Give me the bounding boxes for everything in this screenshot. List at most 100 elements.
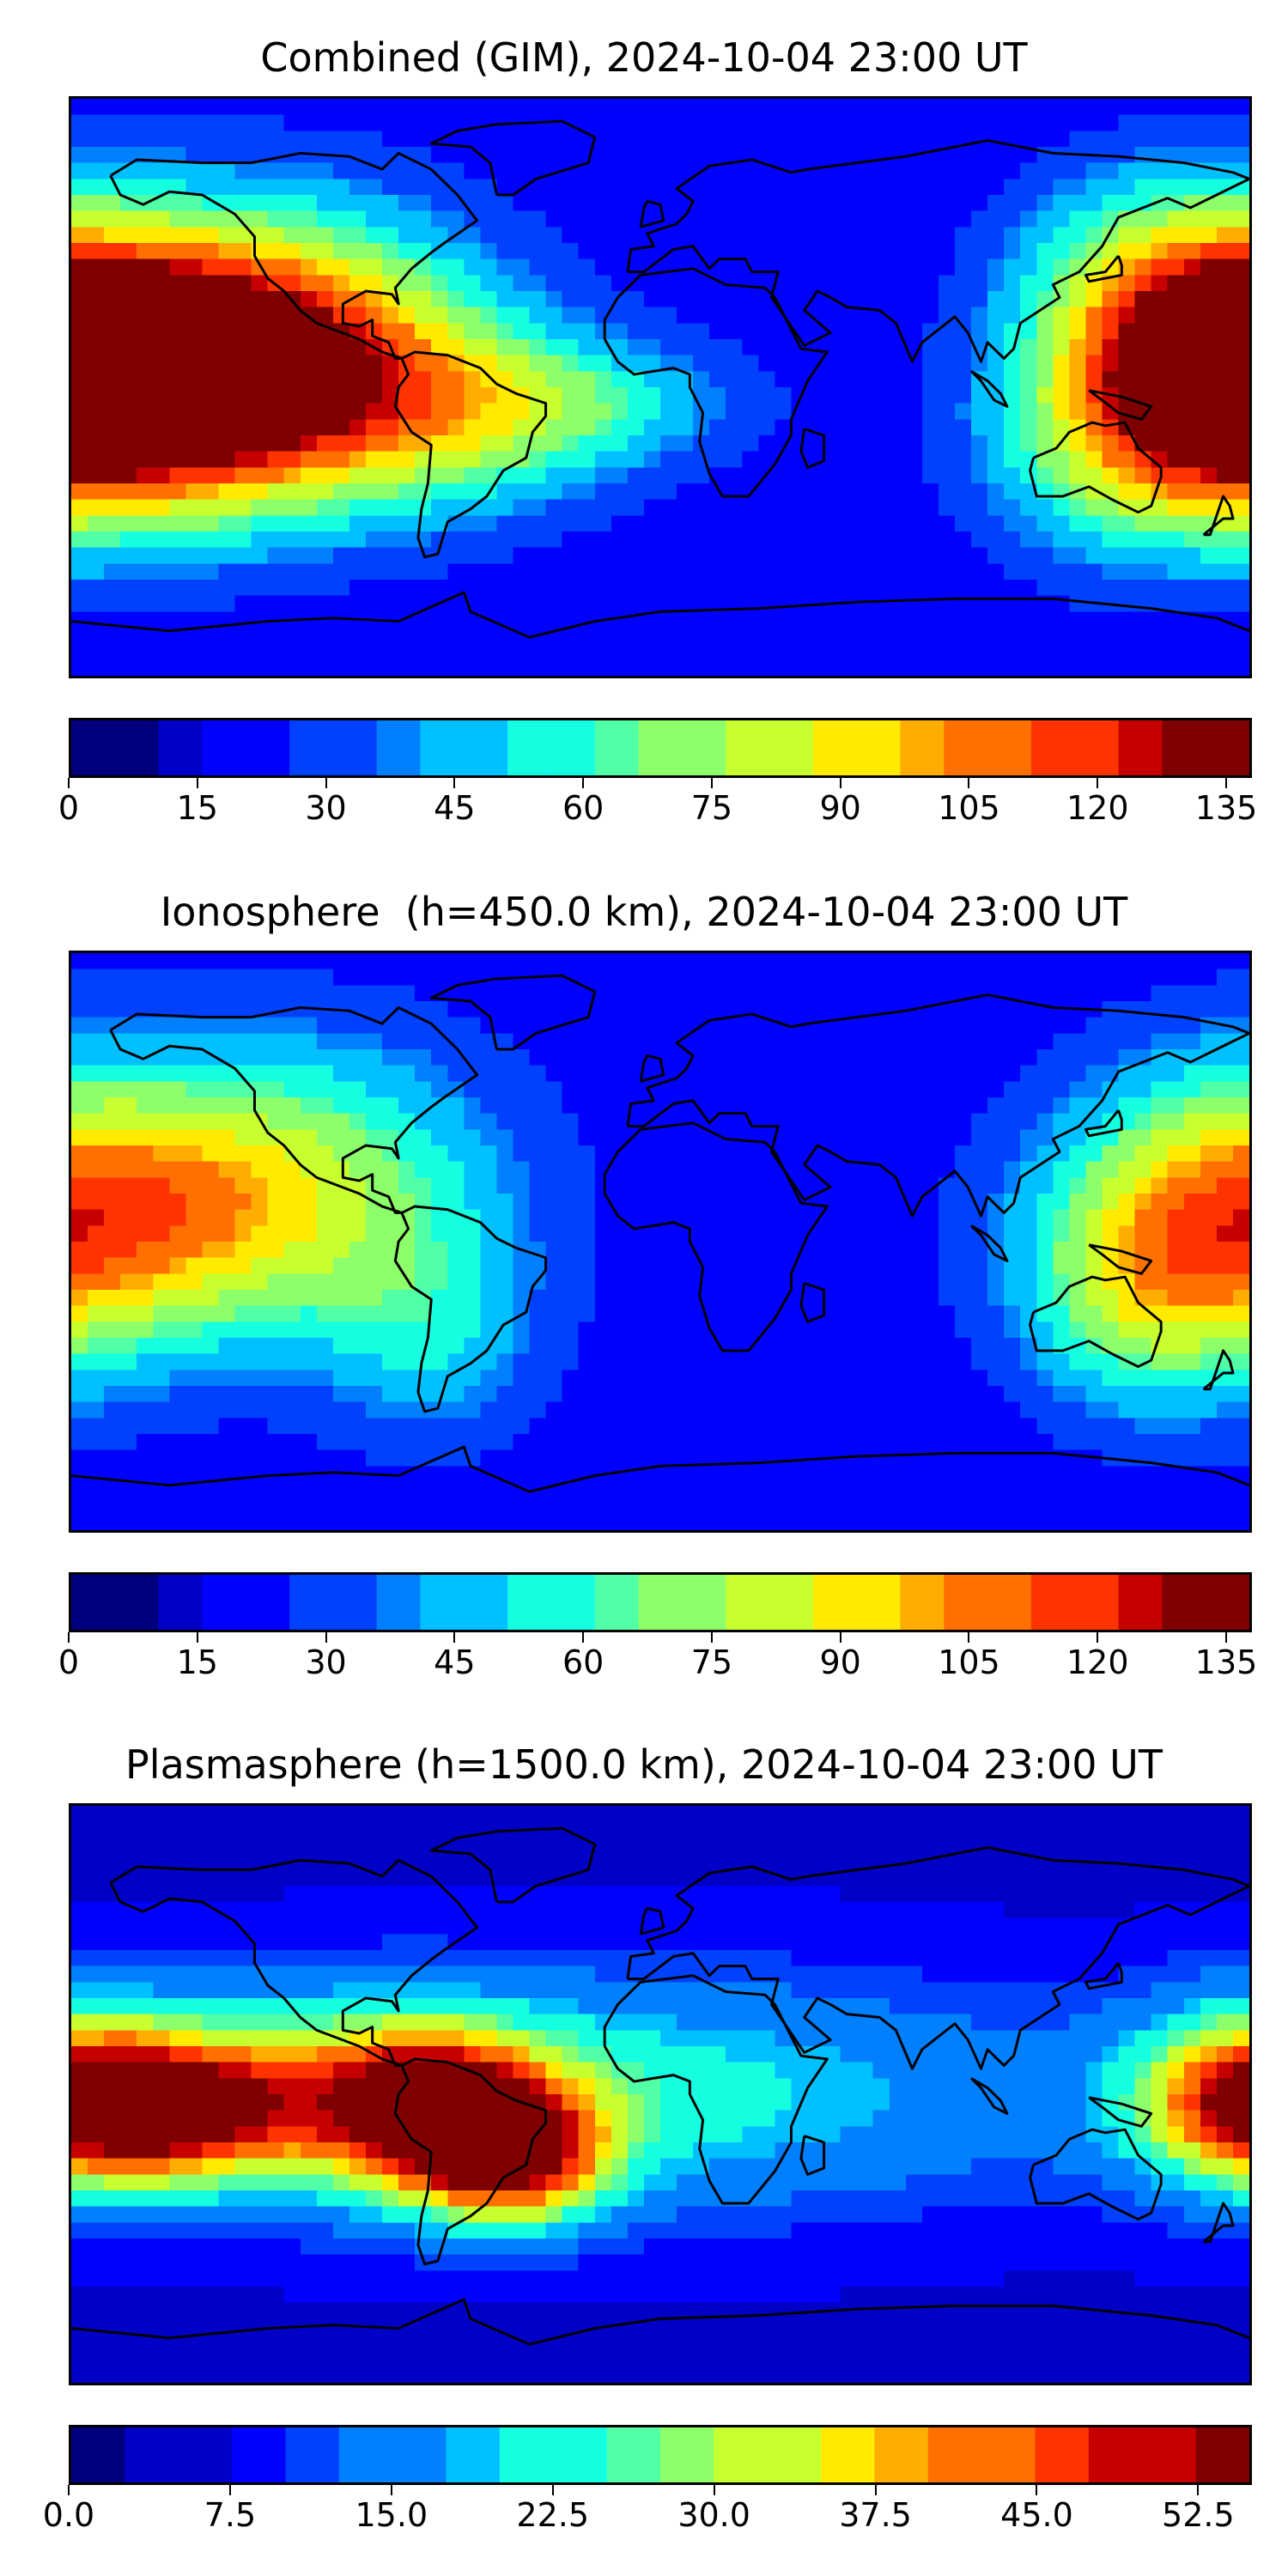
heatmap-cell — [1102, 99, 1120, 116]
heatmap-cell — [1118, 179, 1136, 196]
heatmap-cell — [1134, 258, 1152, 276]
heatmap-cell — [971, 611, 988, 629]
heatmap-cell — [1183, 643, 1201, 660]
heatmap-cell — [938, 114, 956, 131]
heatmap-cell — [1118, 275, 1136, 292]
heatmap-cell — [709, 985, 726, 1002]
heatmap-cell — [1151, 1017, 1169, 1034]
heatmap-cell — [137, 99, 154, 116]
heatmap-cell — [578, 1225, 596, 1242]
heatmap-cell — [594, 1338, 612, 1355]
heatmap-cell — [905, 1129, 923, 1146]
heatmap-cell — [234, 499, 252, 516]
heatmap-cell — [1232, 210, 1249, 228]
heatmap-cell — [905, 1386, 923, 1403]
heatmap-cell — [234, 1449, 252, 1467]
heatmap-cell — [823, 451, 841, 468]
heatmap-cell — [1167, 1194, 1185, 1211]
heatmap-cell — [349, 1434, 367, 1451]
heatmap-cell — [349, 291, 367, 308]
heatmap-cell — [971, 131, 988, 148]
heatmap-cell — [840, 563, 858, 580]
heatmap-cell — [169, 1370, 186, 1387]
heatmap-cell — [742, 1145, 759, 1163]
heatmap-cell — [283, 643, 301, 660]
colorbar-ticks: 0 15 30 45 60 75 90 105 120 135 — [58, 778, 1257, 829]
heatmap-cell — [88, 1065, 105, 1082]
heatmap-cell — [1069, 275, 1087, 292]
heatmap-cell — [349, 162, 367, 179]
heatmap-cell — [905, 1177, 923, 1194]
heatmap-cell — [709, 355, 726, 372]
heatmap-cell — [234, 339, 252, 356]
heatmap-cell — [1151, 1321, 1169, 1339]
heatmap-cell — [137, 1081, 154, 1098]
heatmap-cell — [513, 1097, 531, 1115]
heatmap-cell — [447, 1418, 465, 1435]
heatmap-cell — [480, 1194, 498, 1211]
heatmap-cell — [807, 1321, 825, 1339]
heatmap-cell — [742, 1097, 759, 1115]
heatmap-cell — [496, 499, 514, 516]
heatmap-cell — [120, 985, 137, 1002]
heatmap-cell — [349, 547, 367, 564]
heatmap-cell — [447, 1449, 465, 1467]
heatmap-cell — [316, 643, 334, 660]
heatmap-cell — [660, 435, 677, 453]
heatmap-cell — [758, 1209, 775, 1226]
heatmap-cell — [349, 323, 367, 340]
heatmap-cell — [921, 323, 939, 340]
heatmap-cell — [1216, 1449, 1234, 1467]
heatmap-cell — [693, 659, 710, 676]
heatmap-cell — [234, 1194, 252, 1211]
heatmap-cell — [758, 1257, 775, 1274]
heatmap-cell — [1232, 387, 1249, 404]
heatmap-cell — [643, 99, 661, 116]
heatmap-cell — [267, 1194, 285, 1211]
heatmap-cell — [905, 1321, 923, 1339]
heatmap-cell — [366, 563, 383, 580]
heatmap-cell — [104, 227, 121, 244]
heatmap-cell — [513, 99, 531, 116]
heatmap-cell — [545, 499, 563, 516]
heatmap-cell — [677, 1113, 694, 1130]
heatmap-cell — [677, 628, 694, 645]
heatmap-cell — [185, 1001, 204, 1018]
heatmap-cell — [955, 1401, 972, 1419]
heatmap-cell — [758, 131, 775, 148]
heatmap-cell — [823, 1290, 841, 1307]
heatmap-cell — [594, 1017, 612, 1034]
heatmap-cell — [1085, 1209, 1103, 1226]
heatmap-cell — [104, 323, 121, 340]
heatmap-cell — [1151, 985, 1169, 1002]
heatmap-cell — [300, 1129, 318, 1146]
heatmap-cell — [366, 387, 383, 404]
heatmap-cell — [856, 1194, 874, 1211]
heatmap-cell — [283, 419, 301, 436]
heatmap-cell — [218, 162, 236, 179]
heatmap-cell — [905, 1145, 923, 1163]
heatmap-cell — [300, 275, 318, 292]
heatmap-cell — [938, 1194, 956, 1211]
heatmap-cell — [382, 371, 399, 388]
heatmap-cell — [578, 628, 596, 645]
heatmap-cell — [594, 1113, 612, 1130]
heatmap-cell — [218, 467, 236, 484]
heatmap-cell — [742, 1321, 759, 1339]
heatmap-cell — [889, 1113, 907, 1130]
map-title: Ionosphere (h=450.0 km), 2024-10-04 23:0… — [160, 889, 1128, 935]
heatmap-cell — [627, 1273, 645, 1291]
heatmap-cell — [921, 195, 939, 212]
heatmap-cell — [137, 179, 154, 196]
coastlines — [71, 119, 1249, 639]
heatmap-cell — [529, 1065, 547, 1082]
heatmap-cell — [480, 131, 498, 148]
heatmap-cell — [398, 1449, 416, 1467]
heatmap-cell — [791, 1001, 809, 1018]
heatmap-cell — [578, 275, 596, 292]
heatmap-cell — [1053, 179, 1070, 196]
heatmap-cell — [234, 643, 252, 660]
heatmap-cell — [971, 532, 988, 549]
heatmap-cell — [823, 1113, 841, 1130]
heatmap-cell — [267, 210, 285, 228]
